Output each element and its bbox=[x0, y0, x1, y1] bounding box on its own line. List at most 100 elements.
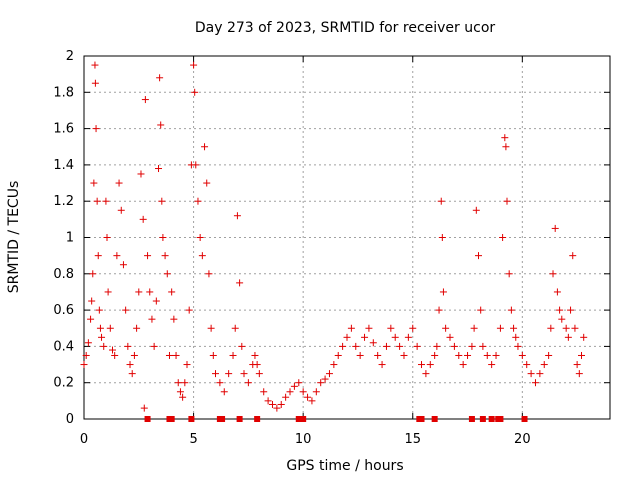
data-point bbox=[80, 361, 88, 369]
data-point bbox=[396, 342, 404, 350]
data-point bbox=[510, 324, 518, 332]
data-point bbox=[216, 379, 224, 387]
x-tick-label: 20 bbox=[514, 432, 531, 447]
data-point bbox=[251, 351, 259, 359]
data-point bbox=[255, 370, 263, 378]
x-tick-label: 15 bbox=[404, 432, 421, 447]
data-point bbox=[409, 324, 417, 332]
data-point bbox=[382, 342, 390, 350]
zero-marker bbox=[300, 416, 307, 422]
data-point bbox=[198, 252, 206, 260]
data-point bbox=[96, 324, 104, 332]
data-point bbox=[503, 197, 511, 205]
data-point bbox=[268, 400, 276, 408]
data-point bbox=[253, 361, 261, 369]
data-point bbox=[90, 179, 98, 187]
data-point bbox=[236, 279, 244, 287]
data-point bbox=[547, 324, 555, 332]
data-point bbox=[455, 351, 463, 359]
data-point bbox=[446, 333, 454, 341]
data-point bbox=[196, 234, 204, 241]
data-point bbox=[179, 393, 187, 401]
data-point bbox=[84, 339, 92, 347]
zero-marker bbox=[144, 416, 151, 422]
data-point bbox=[91, 61, 99, 69]
data-point bbox=[98, 333, 106, 341]
data-point bbox=[133, 324, 141, 332]
data-point bbox=[100, 342, 108, 350]
data-point bbox=[492, 351, 500, 359]
data-point bbox=[400, 351, 408, 359]
data-point bbox=[518, 351, 526, 359]
data-point bbox=[422, 370, 430, 378]
data-point bbox=[273, 404, 281, 412]
data-point bbox=[170, 315, 178, 323]
zero-markers bbox=[144, 416, 528, 422]
data-point bbox=[580, 333, 588, 341]
data-point bbox=[514, 342, 522, 350]
y-axis-label: SRMTID / TECUs bbox=[6, 181, 22, 294]
zero-marker bbox=[431, 416, 438, 422]
data-point bbox=[558, 315, 566, 323]
data-point bbox=[225, 370, 233, 378]
y-tick-label: 0 bbox=[66, 412, 74, 427]
data-point bbox=[95, 306, 103, 314]
data-point bbox=[290, 382, 298, 390]
data-point bbox=[192, 161, 200, 169]
data-point bbox=[437, 197, 445, 205]
data-point bbox=[191, 88, 199, 96]
data-point bbox=[512, 333, 520, 341]
data-point bbox=[578, 351, 586, 359]
data-point bbox=[277, 400, 285, 408]
data-point bbox=[334, 351, 342, 359]
data-point bbox=[295, 379, 303, 387]
x-tick-label: 10 bbox=[295, 432, 312, 447]
data-point bbox=[231, 324, 239, 332]
zero-marker bbox=[488, 416, 495, 422]
data-point bbox=[418, 361, 426, 369]
data-point bbox=[439, 288, 447, 296]
data-point bbox=[540, 361, 548, 369]
zero-marker bbox=[254, 416, 261, 422]
data-point bbox=[229, 351, 237, 359]
data-point bbox=[209, 351, 217, 359]
data-point bbox=[356, 351, 364, 359]
y-tick-label: 0.4 bbox=[53, 339, 74, 354]
zero-marker bbox=[479, 416, 486, 422]
data-point bbox=[317, 379, 325, 387]
data-point bbox=[113, 252, 121, 260]
data-point bbox=[185, 306, 193, 314]
data-point bbox=[201, 143, 209, 151]
data-point bbox=[135, 288, 143, 296]
y-tick-label: 1.8 bbox=[53, 85, 74, 100]
data-point bbox=[567, 306, 575, 314]
y-tick-label: 0.8 bbox=[53, 267, 74, 282]
data-point bbox=[176, 388, 184, 396]
data-point bbox=[88, 297, 96, 305]
data-point bbox=[369, 339, 377, 347]
data-point bbox=[404, 333, 412, 341]
y-tick-label: 1.6 bbox=[53, 122, 74, 137]
data-point bbox=[325, 370, 333, 378]
data-point bbox=[308, 397, 316, 405]
data-point bbox=[117, 206, 125, 214]
data-point bbox=[321, 375, 329, 383]
data-point bbox=[431, 351, 439, 359]
data-point bbox=[150, 342, 158, 350]
data-point bbox=[527, 370, 535, 378]
data-point bbox=[569, 252, 577, 260]
data-point bbox=[343, 333, 351, 341]
x-tick-label: 0 bbox=[80, 432, 88, 447]
data-point bbox=[475, 252, 482, 260]
data-point bbox=[174, 379, 182, 387]
data-point bbox=[122, 306, 130, 314]
data-point bbox=[126, 361, 134, 369]
data-point bbox=[312, 388, 320, 396]
data-point bbox=[91, 79, 99, 87]
data-point bbox=[575, 370, 583, 378]
data-point bbox=[378, 361, 386, 369]
y-tick-label: 1 bbox=[66, 231, 74, 246]
data-point bbox=[194, 197, 202, 205]
data-point bbox=[551, 224, 559, 232]
data-point bbox=[148, 315, 156, 323]
